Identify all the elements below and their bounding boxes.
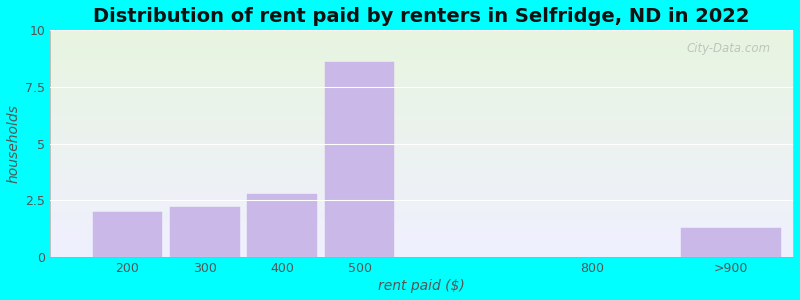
Bar: [247, 194, 317, 257]
Text: City-Data.com: City-Data.com: [686, 42, 770, 55]
Y-axis label: households: households: [7, 104, 21, 183]
Bar: [325, 62, 394, 257]
Bar: [93, 212, 162, 257]
Bar: [681, 228, 782, 257]
X-axis label: rent paid ($): rent paid ($): [378, 279, 465, 293]
Bar: [170, 207, 240, 257]
Title: Distribution of rent paid by renters in Selfridge, ND in 2022: Distribution of rent paid by renters in …: [94, 7, 750, 26]
